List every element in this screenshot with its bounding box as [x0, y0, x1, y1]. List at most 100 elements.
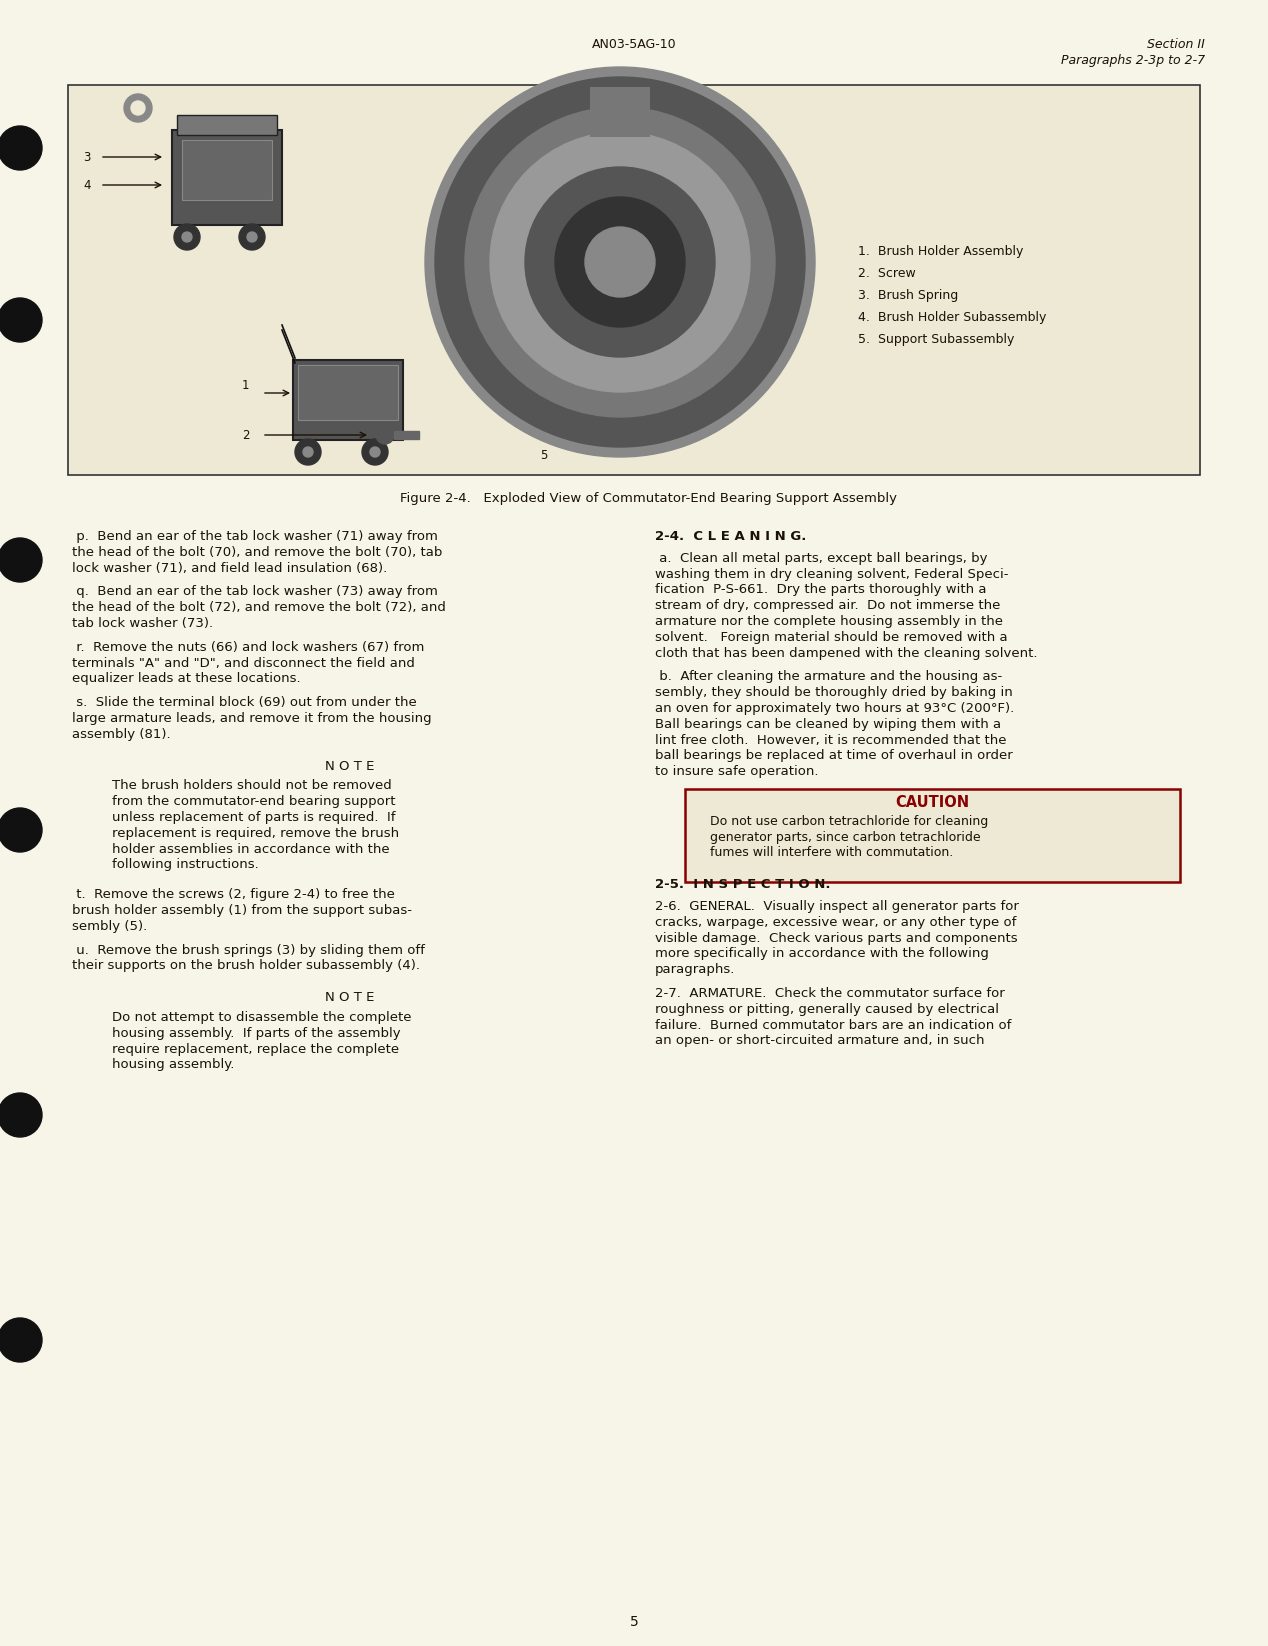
Text: a.  Clean all metal parts, except ball bearings, by: a. Clean all metal parts, except ball be… — [656, 551, 988, 565]
Text: 3: 3 — [82, 150, 90, 163]
Text: cracks, warpage, excessive wear, or any other type of: cracks, warpage, excessive wear, or any … — [656, 915, 1017, 928]
Text: washing them in dry cleaning solvent, Federal Speci-: washing them in dry cleaning solvent, Fe… — [656, 568, 1008, 581]
Text: Do not attempt to disassemble the complete: Do not attempt to disassemble the comple… — [112, 1011, 412, 1024]
Text: cloth that has been dampened with the cleaning solvent.: cloth that has been dampened with the cl… — [656, 647, 1037, 660]
Text: housing assembly.  If parts of the assembly: housing assembly. If parts of the assemb… — [112, 1027, 401, 1040]
Bar — [298, 365, 398, 420]
Text: terminals "A" and "D", and disconnect the field and: terminals "A" and "D", and disconnect th… — [72, 657, 415, 670]
Text: 5: 5 — [540, 448, 548, 461]
Text: visible damage.  Check various parts and components: visible damage. Check various parts and … — [656, 932, 1018, 945]
Text: armature nor the complete housing assembly in the: armature nor the complete housing assemb… — [656, 616, 1003, 629]
Bar — [70, 87, 1198, 472]
Bar — [590, 87, 650, 137]
Text: require replacement, replace the complete: require replacement, replace the complet… — [112, 1042, 399, 1055]
Text: 4: 4 — [82, 178, 90, 191]
Text: unless replacement of parts is required.  If: unless replacement of parts is required.… — [112, 811, 396, 825]
Text: brush holder assembly (1) from the support subas-: brush holder assembly (1) from the suppo… — [72, 904, 412, 917]
Text: Paragraphs 2-3p to 2-7: Paragraphs 2-3p to 2-7 — [1061, 54, 1205, 67]
Circle shape — [303, 448, 313, 458]
Text: 2: 2 — [242, 428, 250, 441]
Text: stream of dry, compressed air.  Do not immerse the: stream of dry, compressed air. Do not im… — [656, 599, 1000, 612]
Text: following instructions.: following instructions. — [112, 859, 259, 871]
Circle shape — [361, 439, 388, 466]
Text: Ball bearings can be cleaned by wiping them with a: Ball bearings can be cleaned by wiping t… — [656, 718, 1002, 731]
Text: AN03-5AG-10: AN03-5AG-10 — [592, 38, 676, 51]
Circle shape — [238, 224, 265, 250]
Circle shape — [174, 224, 200, 250]
Text: b.  After cleaning the armature and the housing as-: b. After cleaning the armature and the h… — [656, 670, 1002, 683]
Text: an oven for approximately two hours at 93°C (200°F).: an oven for approximately two hours at 9… — [656, 701, 1014, 714]
Text: 5: 5 — [630, 1615, 638, 1630]
Circle shape — [525, 166, 715, 357]
Bar — [178, 115, 276, 135]
Circle shape — [247, 232, 257, 242]
Circle shape — [0, 1093, 42, 1137]
Circle shape — [0, 538, 42, 583]
Text: 2-4.  C L E A N I N G.: 2-4. C L E A N I N G. — [656, 530, 806, 543]
Text: replacement is required, remove the brush: replacement is required, remove the brus… — [112, 826, 399, 839]
Circle shape — [295, 439, 321, 466]
Text: r.  Remove the nuts (66) and lock washers (67) from: r. Remove the nuts (66) and lock washers… — [72, 640, 425, 653]
Text: t.  Remove the screws (2, figure 2-4) to free the: t. Remove the screws (2, figure 2-4) to … — [72, 889, 394, 902]
Text: s.  Slide the terminal block (69) out from under the: s. Slide the terminal block (69) out fro… — [72, 696, 417, 709]
Text: 5.  Support Subassembly: 5. Support Subassembly — [858, 332, 1014, 346]
Text: housing assembly.: housing assembly. — [112, 1058, 235, 1072]
Text: 1.  Brush Holder Assembly: 1. Brush Holder Assembly — [858, 245, 1023, 258]
Text: p.  Bend an ear of the tab lock washer (71) away from: p. Bend an ear of the tab lock washer (7… — [72, 530, 437, 543]
Text: lock washer (71), and field lead insulation (68).: lock washer (71), and field lead insulat… — [72, 561, 387, 574]
Text: assembly (81).: assembly (81). — [72, 728, 171, 741]
Text: 2-6.  GENERAL.  Visually inspect all generator parts for: 2-6. GENERAL. Visually inspect all gener… — [656, 900, 1019, 914]
Text: to insure safe operation.: to insure safe operation. — [656, 765, 819, 779]
Text: sembly, they should be thoroughly dried by baking in: sembly, they should be thoroughly dried … — [656, 686, 1013, 700]
Circle shape — [425, 67, 815, 458]
Text: Do not use carbon tetrachloride for cleaning: Do not use carbon tetrachloride for clea… — [710, 815, 988, 828]
Bar — [685, 788, 1181, 882]
Text: lint free cloth.  However, it is recommended that the: lint free cloth. However, it is recommen… — [656, 734, 1007, 747]
Text: roughness or pitting, generally caused by electrical: roughness or pitting, generally caused b… — [656, 1002, 999, 1016]
Circle shape — [585, 227, 656, 296]
Text: fumes will interfere with commutation.: fumes will interfere with commutation. — [710, 846, 954, 859]
Circle shape — [489, 132, 749, 392]
Text: an open- or short-circuited armature and, in such: an open- or short-circuited armature and… — [656, 1034, 984, 1047]
Text: The brush holders should not be removed: The brush holders should not be removed — [112, 780, 392, 792]
Circle shape — [465, 107, 775, 416]
Circle shape — [183, 232, 191, 242]
Text: 4.  Brush Holder Subassembly: 4. Brush Holder Subassembly — [858, 311, 1046, 324]
Bar — [172, 130, 281, 226]
Circle shape — [370, 448, 380, 458]
Circle shape — [131, 100, 145, 115]
Text: generator parts, since carbon tetrachloride: generator parts, since carbon tetrachlor… — [710, 831, 980, 844]
Circle shape — [555, 198, 685, 328]
Text: their supports on the brush holder subassembly (4).: their supports on the brush holder subas… — [72, 960, 420, 973]
Text: fication  P-S-661.  Dry the parts thoroughly with a: fication P-S-661. Dry the parts thorough… — [656, 583, 987, 596]
Text: the head of the bolt (72), and remove the bolt (72), and: the head of the bolt (72), and remove th… — [72, 601, 446, 614]
Text: failure.  Burned commutator bars are an indication of: failure. Burned commutator bars are an i… — [656, 1019, 1012, 1032]
Text: u.  Remove the brush springs (3) by sliding them off: u. Remove the brush springs (3) by slidi… — [72, 943, 425, 956]
Text: 3.  Brush Spring: 3. Brush Spring — [858, 290, 959, 301]
Circle shape — [0, 127, 42, 170]
Text: the head of the bolt (70), and remove the bolt (70), tab: the head of the bolt (70), and remove th… — [72, 546, 443, 558]
Text: sembly (5).: sembly (5). — [72, 920, 147, 933]
Text: equalizer leads at these locations.: equalizer leads at these locations. — [72, 673, 301, 685]
Text: q.  Bend an ear of the tab lock washer (73) away from: q. Bend an ear of the tab lock washer (7… — [72, 586, 437, 599]
Text: holder assemblies in accordance with the: holder assemblies in accordance with the — [112, 843, 389, 856]
Circle shape — [377, 426, 394, 444]
Text: Section II: Section II — [1148, 38, 1205, 51]
Text: paragraphs.: paragraphs. — [656, 963, 735, 976]
Bar — [68, 86, 1200, 476]
Text: ball bearings be replaced at time of overhaul in order: ball bearings be replaced at time of ove… — [656, 749, 1013, 762]
Bar — [394, 431, 418, 439]
Bar — [293, 360, 403, 439]
Text: 2.  Screw: 2. Screw — [858, 267, 915, 280]
Circle shape — [435, 77, 805, 448]
Text: solvent.   Foreign material should be removed with a: solvent. Foreign material should be remo… — [656, 630, 1008, 644]
Text: tab lock washer (73).: tab lock washer (73). — [72, 617, 213, 630]
Circle shape — [0, 808, 42, 853]
Circle shape — [0, 298, 42, 342]
Text: N O T E: N O T E — [325, 759, 374, 772]
Text: 2-5.  I N S P E C T I O N.: 2-5. I N S P E C T I O N. — [656, 879, 831, 890]
Text: CAUTION: CAUTION — [895, 795, 970, 810]
Text: 1: 1 — [242, 379, 250, 392]
Text: N O T E: N O T E — [325, 991, 374, 1004]
Circle shape — [0, 1318, 42, 1361]
